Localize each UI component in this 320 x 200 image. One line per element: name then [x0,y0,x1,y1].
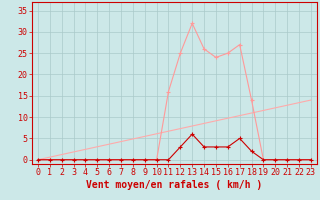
X-axis label: Vent moyen/en rafales ( km/h ): Vent moyen/en rafales ( km/h ) [86,180,262,190]
